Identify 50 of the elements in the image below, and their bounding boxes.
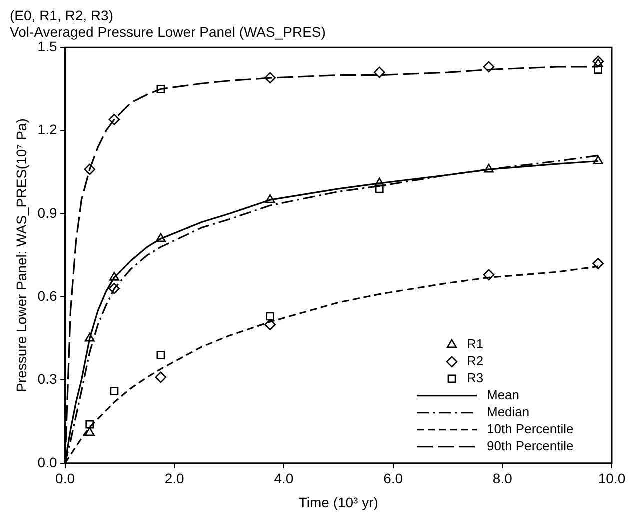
legend-label: R1	[467, 336, 484, 352]
y-tick-label: 0.3	[38, 371, 58, 388]
point	[108, 283, 120, 294]
y-tick-label: 0.9	[38, 204, 58, 221]
x-tick-label: 4.0	[274, 470, 294, 487]
x-tick-label: 8.0	[492, 470, 513, 487]
point	[84, 164, 96, 176]
point	[266, 312, 274, 321]
legend-label: Mean	[487, 387, 520, 402]
point	[156, 233, 166, 242]
point	[594, 66, 603, 74]
point	[156, 351, 166, 360]
chart-title: (E0, R1, R2, R3)	[10, 7, 114, 24]
point	[155, 372, 167, 384]
legend-label: 90th Percentile	[487, 438, 574, 454]
legend-label: R3	[467, 370, 484, 386]
point	[374, 66, 386, 78]
y-axis-title: Pressure Lower Panel: WAS_PRES(10⁷ Pa)	[13, 118, 30, 392]
point	[84, 427, 95, 436]
y-tick-label: 1.5	[38, 38, 58, 54]
point	[264, 72, 276, 84]
x-tick-label: 0.0	[56, 470, 76, 487]
chart-subtitle: Vol-Averaged Pressure Lower Panel (WAS_PRES)	[10, 24, 326, 40]
legend-label: Median	[487, 404, 530, 420]
point	[108, 114, 120, 126]
x-tick-label: 6.0	[384, 470, 404, 487]
point	[592, 56, 604, 68]
point	[84, 333, 95, 342]
point	[483, 61, 495, 73]
point	[483, 269, 495, 281]
y-tick-label: 1.2	[38, 122, 58, 138]
point	[156, 84, 166, 94]
point	[109, 272, 120, 281]
point	[86, 420, 94, 429]
point	[484, 164, 494, 173]
x-tick-label: 10.0	[598, 470, 626, 487]
point	[593, 156, 604, 164]
point	[592, 258, 604, 270]
y-tick-label: 0.0	[38, 454, 58, 470]
x-axis-title: Time (10³ yr)	[298, 494, 378, 510]
point	[110, 387, 119, 396]
y-tick-label: 0.6	[38, 288, 58, 304]
point	[264, 319, 276, 330]
x-tick-label: 2.0	[164, 470, 185, 487]
point	[374, 178, 385, 187]
point	[593, 58, 604, 68]
legend-label: R2	[467, 353, 484, 368]
legend-label: 10th Percentile	[487, 421, 574, 436]
point	[375, 184, 384, 194]
point	[265, 194, 276, 204]
